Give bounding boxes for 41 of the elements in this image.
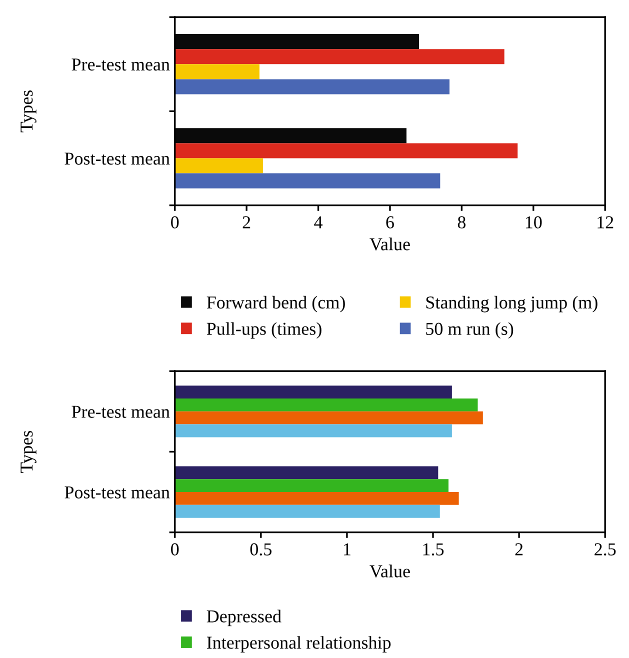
bar (174, 479, 448, 492)
y-tick-label: Post-test mean (64, 486, 170, 498)
legend-label: Standing long jump (m) (426, 296, 598, 312)
y-tick-label: Post-test mean (64, 152, 170, 165)
y-axis-title: Types (20, 90, 36, 132)
x-tick-label: 1.5 (423, 543, 444, 556)
x-axis-title: Value (370, 238, 410, 250)
bar (174, 64, 260, 80)
bar (174, 158, 264, 174)
x-axis-title: Value (370, 564, 410, 578)
x-tick-label: 0 (171, 216, 179, 228)
bar (174, 79, 450, 94)
x-tick-label: 8 (458, 216, 466, 228)
bar (174, 173, 440, 188)
x-tick-label: 12 (598, 216, 614, 228)
legend-label: Pull-ups (times) (206, 322, 322, 339)
legend-label: Interpersonal relationship (206, 636, 391, 652)
bar (174, 504, 440, 518)
bar (174, 424, 452, 438)
bar (174, 492, 459, 505)
x-tick-label: 0.5 (250, 543, 272, 556)
y-tick-label: Pre-test mean (72, 58, 170, 71)
x-tick-label: 2 (242, 216, 250, 228)
bar (174, 466, 438, 480)
bar (174, 411, 483, 424)
x-tick-label: 0 (171, 543, 179, 556)
x-tick-label: 1 (344, 543, 350, 556)
x-tick-label: 6 (386, 216, 394, 228)
bar (174, 49, 504, 64)
legend-label: 50 m run (s) (426, 322, 514, 339)
x-tick-label: 2.5 (594, 543, 616, 556)
y-tick-label: Pre-test mean (72, 406, 170, 418)
bar (174, 398, 478, 412)
legend-label: Forward bend (cm) (206, 296, 345, 312)
x-tick-label: 4 (314, 216, 323, 228)
bar (174, 143, 518, 158)
y-axis-title: Types (20, 430, 36, 473)
legend-label: Depressed (206, 610, 282, 626)
x-tick-label: 10 (526, 216, 542, 228)
x-tick-label: 2 (515, 543, 523, 556)
bar (174, 386, 452, 399)
